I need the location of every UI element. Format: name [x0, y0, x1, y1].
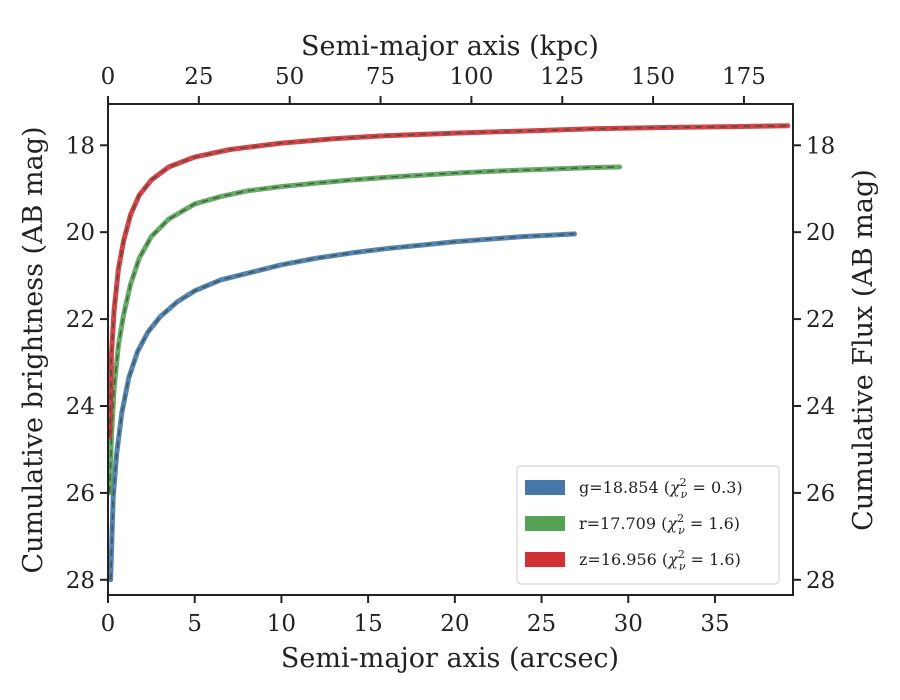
legend-label-0: g=18.854 (χ2 ν = 0.3) — [579, 476, 743, 501]
series-fit-0 — [109, 233, 575, 580]
y-tick-label: 18 — [66, 133, 95, 159]
y2-tick-label: 20 — [806, 220, 835, 246]
x-tick-label: 0 — [101, 611, 116, 637]
y-axis-left: 18 20 22 24 26 28 — [66, 133, 108, 594]
x2-tick-label: 0 — [101, 64, 116, 90]
legend-label-2: z=16.956 (χ2 ν = 1.6) — [579, 548, 741, 573]
y2-tick-label: 28 — [806, 568, 835, 594]
curves-layer — [107, 123, 791, 583]
legend-label-1: r=17.709 (χ2 ν = 1.6) — [579, 512, 740, 537]
y-tick-label: 26 — [66, 481, 95, 507]
legend-swatch-0 — [525, 480, 565, 495]
legend-swatch-1 — [525, 516, 565, 531]
x2-tick-label: 125 — [540, 64, 584, 90]
x-tick-label: 30 — [614, 611, 643, 637]
x2-tick-label: 150 — [631, 64, 675, 90]
plot-frame — [107, 103, 794, 596]
x-axis-top: 0 25 50 75 100 125 150 175 — [101, 64, 766, 104]
y-tick-label: 20 — [66, 220, 95, 246]
legend: g=18.854 (χ2 ν = 0.3) r=17.709 (χ2 ν = 1.6)… — [516, 465, 780, 585]
y-axis-label: Cumulative brightness (AB mag) — [18, 126, 49, 573]
y-tick-label: 28 — [66, 568, 95, 594]
y2-tick-label: 26 — [806, 481, 835, 507]
x2-tick-label: 100 — [449, 64, 493, 90]
x-tick-label: 25 — [527, 611, 556, 637]
x-tick-label: 5 — [187, 611, 202, 637]
x-tick-label: 35 — [700, 611, 729, 637]
y2-tick-label: 18 — [806, 133, 835, 159]
x2-tick-label: 75 — [366, 64, 395, 90]
y-tick-label: 24 — [66, 394, 95, 420]
legend-box — [516, 465, 780, 585]
series-line-0 — [108, 231, 577, 583]
x-tick-label: 10 — [267, 611, 296, 637]
x-tick-label: 20 — [440, 611, 469, 637]
x2-tick-label: 175 — [722, 64, 766, 90]
x2-tick-label: 25 — [184, 64, 213, 90]
legend-swatch-2 — [525, 552, 565, 567]
y2-axis-label: Cumulative Flux (AB mag) — [848, 169, 879, 531]
x-tick-label: 15 — [353, 611, 382, 637]
plot-border — [107, 103, 794, 596]
series-fit-1 — [108, 166, 620, 493]
x2-tick-label: 50 — [275, 64, 304, 90]
x-axis-label: Semi-major axis (arcsec) — [281, 643, 619, 674]
y2-tick-label: 22 — [806, 307, 835, 333]
x2-axis-label: Semi-major axis (kpc) — [301, 31, 599, 62]
x-axis-bottom: 0 5 10 15 20 25 30 35 — [101, 595, 730, 637]
y-tick-label: 22 — [66, 307, 95, 333]
series-fit-2 — [108, 124, 788, 437]
series-line-1 — [107, 164, 623, 496]
y-axis-right: 18 20 22 24 26 28 — [793, 133, 835, 594]
y2-tick-label: 24 — [806, 394, 835, 420]
